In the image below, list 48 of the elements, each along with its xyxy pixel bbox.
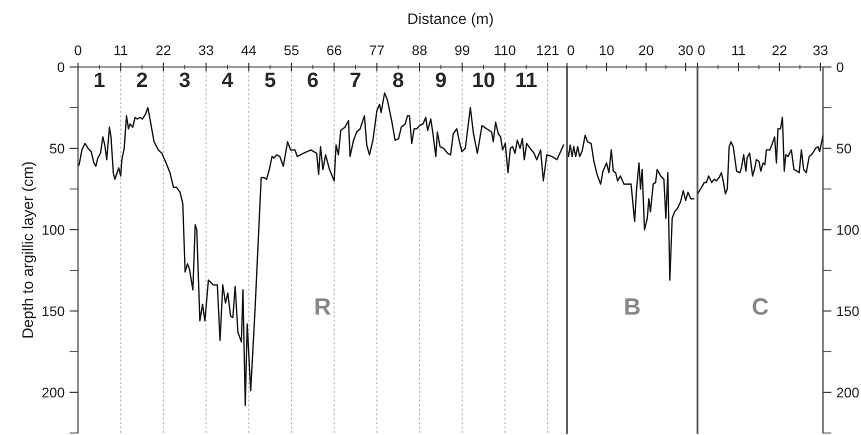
line-series	[698, 116, 823, 195]
annotation: 10	[473, 72, 494, 88]
x-tick-label: 10	[600, 45, 614, 56]
x-tick-label: 88	[412, 45, 427, 56]
text: R	[316, 298, 331, 315]
x-tick-label: 33	[813, 45, 828, 56]
x-tick-label: 33	[198, 45, 214, 56]
y-tick-label: 50	[50, 144, 64, 154]
x-tick-label: 22	[156, 45, 170, 56]
annotation: 11	[516, 72, 537, 88]
line-series	[78, 92, 564, 406]
x-tick-label: 121	[537, 45, 559, 56]
text: C	[752, 298, 768, 315]
x-tick-label: 0	[568, 45, 574, 56]
annotation: 2	[136, 72, 147, 88]
x-tick-label: 0	[74, 45, 82, 56]
text: B	[625, 298, 640, 315]
x-tick-label: 30	[678, 45, 693, 56]
y-tick-label: 200	[42, 388, 64, 398]
annotation: 4	[222, 72, 234, 88]
x-tick-label: 0	[698, 45, 705, 56]
x-tick-label: 20	[639, 45, 654, 56]
y2-tick-label: 200	[836, 388, 859, 398]
x-tick-label: 110	[494, 45, 516, 56]
annotation: 8	[393, 72, 404, 88]
y2-tick-label: 0	[836, 62, 844, 72]
y2-tick-label: 150	[837, 306, 859, 316]
x-tick-label: 66	[327, 45, 342, 56]
annotation: 1	[94, 72, 105, 88]
x-axis-title: Distance (m)	[408, 12, 493, 28]
annotation: 9	[436, 72, 446, 88]
x-tick-label: 99	[455, 45, 470, 56]
x-tick-label: 11	[114, 46, 128, 56]
annotation: 6	[308, 72, 318, 88]
x-tick-label: 77	[370, 46, 384, 56]
y-tick-label: 150	[42, 306, 64, 316]
annotation: 7	[350, 72, 360, 88]
y-tick-label: 100	[42, 225, 64, 235]
x-tick-label: 55	[284, 46, 299, 56]
x-tick-label: 22	[772, 45, 786, 56]
x-tick-label: 44	[241, 46, 256, 56]
y-axis-title: Depth to argillic layer (cm)	[22, 162, 36, 338]
y2-tick-label: 100	[837, 225, 859, 235]
x-tick-label: 11	[732, 46, 745, 56]
annotation: 3	[179, 72, 190, 88]
y-tick-label: 0	[58, 62, 64, 72]
y2-tick-label: 50	[836, 144, 852, 154]
annotation: 5	[264, 72, 276, 88]
